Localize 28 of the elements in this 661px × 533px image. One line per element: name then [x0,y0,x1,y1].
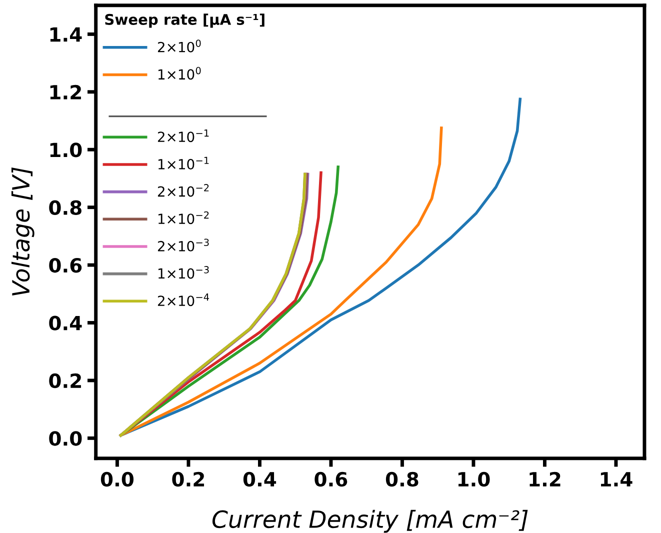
y-tick-label: 0.0 [49,431,82,446]
legend-label: 2×10$^{−4}$ [158,293,210,306]
y-tick-label: 1.2 [50,84,81,100]
x-axis-title: Current Density [mA cm⁻²] [212,510,528,533]
y-tick-label: 0.4 [49,316,82,330]
x-tick-label: 0.0 [100,472,134,487]
x-tick-label: 1.2 [530,472,560,486]
x-tick-label: 1.0 [458,472,490,487]
legend-label: 2×10$^{0}$ [158,40,201,52]
legend-label: 2×10$^{−1}$ [158,130,209,142]
x-tick-label: 0.2 [172,472,204,487]
y-tick-label: 0.2 [49,373,81,388]
y-axis-title: Voltage [V] [11,167,34,296]
y-tick-label: 0.8 [49,200,82,215]
y-tick-label: 0.6 [49,258,82,273]
x-tick-label: 0.8 [386,472,418,487]
y-tick-label: 1.4 [50,27,82,42]
legend-label: 1×10$^{−3}$ [158,266,209,279]
y-tick-label: 1.0 [50,142,82,158]
x-tick-label: 0.6 [314,472,348,487]
x-tick-label: 1.4 [600,472,632,486]
legend-label: 2×10$^{−3}$ [158,238,209,252]
x-tick-label: 0.4 [243,472,276,487]
legend-label: 2×10$^{−2}$ [158,184,209,197]
legend-label: 1×10$^{−2}$ [158,211,209,224]
legend-title: Sweep rate [μA s⁻¹] [105,14,264,28]
legend-label: 1×10$^{−1}$ [158,156,209,170]
legend-label: 1×10$^{0}$ [158,66,201,80]
